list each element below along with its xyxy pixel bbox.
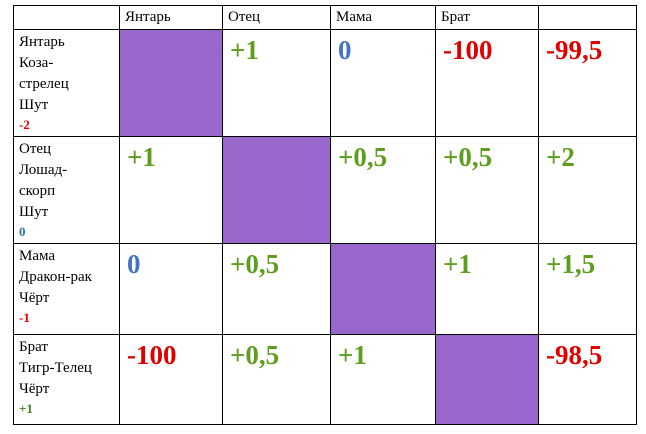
header-cell: Отец — [222, 5, 331, 30]
label-line: Янтарь — [19, 34, 65, 50]
row-label: Брат Тигр-Телец Чёрт +1 — [13, 334, 120, 425]
label-line: Шут — [19, 204, 49, 220]
score-table: Янтарь Отец Мама Брат Янтарь Коза-стрелец Шут -… — [13, 5, 637, 425]
diagonal-cell — [119, 29, 223, 137]
table-row: Отец Лошад-скорп Шут 0 +1 +0,5 +0,5 +2 — [13, 136, 637, 244]
label-line: Мама — [19, 248, 56, 264]
total-cell: -99,5 — [538, 29, 637, 137]
label-line: Тигр-Телец — [19, 360, 92, 376]
total-cell: +2 — [538, 136, 637, 244]
header-cell — [538, 5, 637, 30]
score-cell: +1 — [222, 29, 331, 137]
score-cell: +1 — [435, 243, 539, 335]
diagonal-cell — [330, 243, 436, 335]
score-cell: +0,5 — [222, 334, 331, 425]
score-cell: +0,5 — [222, 243, 331, 335]
score-cell: +0,5 — [330, 136, 436, 244]
score-cell: +1 — [119, 136, 223, 244]
diagonal-cell — [222, 136, 331, 244]
header-cell: Янтарь — [119, 5, 223, 30]
table-body: Янтарь Отец Мама Брат Янтарь Коза-стрелец Шут -… — [13, 5, 637, 425]
row-label: Мама Дракон-рак Чёрт -1 — [13, 243, 120, 335]
label-line: Дракон-рак — [19, 269, 92, 285]
row-score: +1 — [19, 401, 33, 416]
label-line: Чёрт — [19, 381, 50, 397]
row-label: Отец Лошад-скорп Шут 0 — [13, 136, 120, 244]
label-line: стрелец — [19, 76, 69, 92]
label-line: Брат — [19, 339, 48, 355]
header-cell: Брат — [435, 5, 539, 30]
row-score: 0 — [19, 224, 26, 239]
header-cell — [13, 5, 120, 30]
score-cell: -100 — [435, 29, 539, 137]
score-cell: 0 — [119, 243, 223, 335]
diagonal-cell — [435, 334, 539, 425]
total-cell: +1,5 — [538, 243, 637, 335]
header-row: Янтарь Отец Мама Брат — [13, 5, 637, 30]
row-score: -2 — [19, 117, 30, 132]
label-line: Коза- — [19, 55, 54, 71]
score-cell: -100 — [119, 334, 223, 425]
table-row: Брат Тигр-Телец Чёрт +1 -100 +0,5 +1 -98,5 — [13, 334, 637, 425]
score-cell: +1 — [330, 334, 436, 425]
score-cell: 0 — [330, 29, 436, 137]
table-row: Мама Дракон-рак Чёрт -1 0 +0,5 +1 +1,5 — [13, 243, 637, 335]
header-cell: Мама — [330, 5, 436, 30]
label-line: Шут — [19, 97, 49, 113]
row-label: Янтарь Коза-стрелец Шут -2 — [13, 29, 120, 137]
label-line: Чёрт — [19, 290, 50, 306]
label-line: скорп — [19, 183, 56, 199]
row-score: -1 — [19, 310, 30, 325]
table-row: Янтарь Коза-стрелец Шут -2 +1 0 -100 -99,5 — [13, 29, 637, 137]
score-cell: +0,5 — [435, 136, 539, 244]
label-line: Отец — [19, 141, 52, 157]
label-line: Лошад- — [19, 162, 68, 178]
total-cell: -98,5 — [538, 334, 637, 425]
